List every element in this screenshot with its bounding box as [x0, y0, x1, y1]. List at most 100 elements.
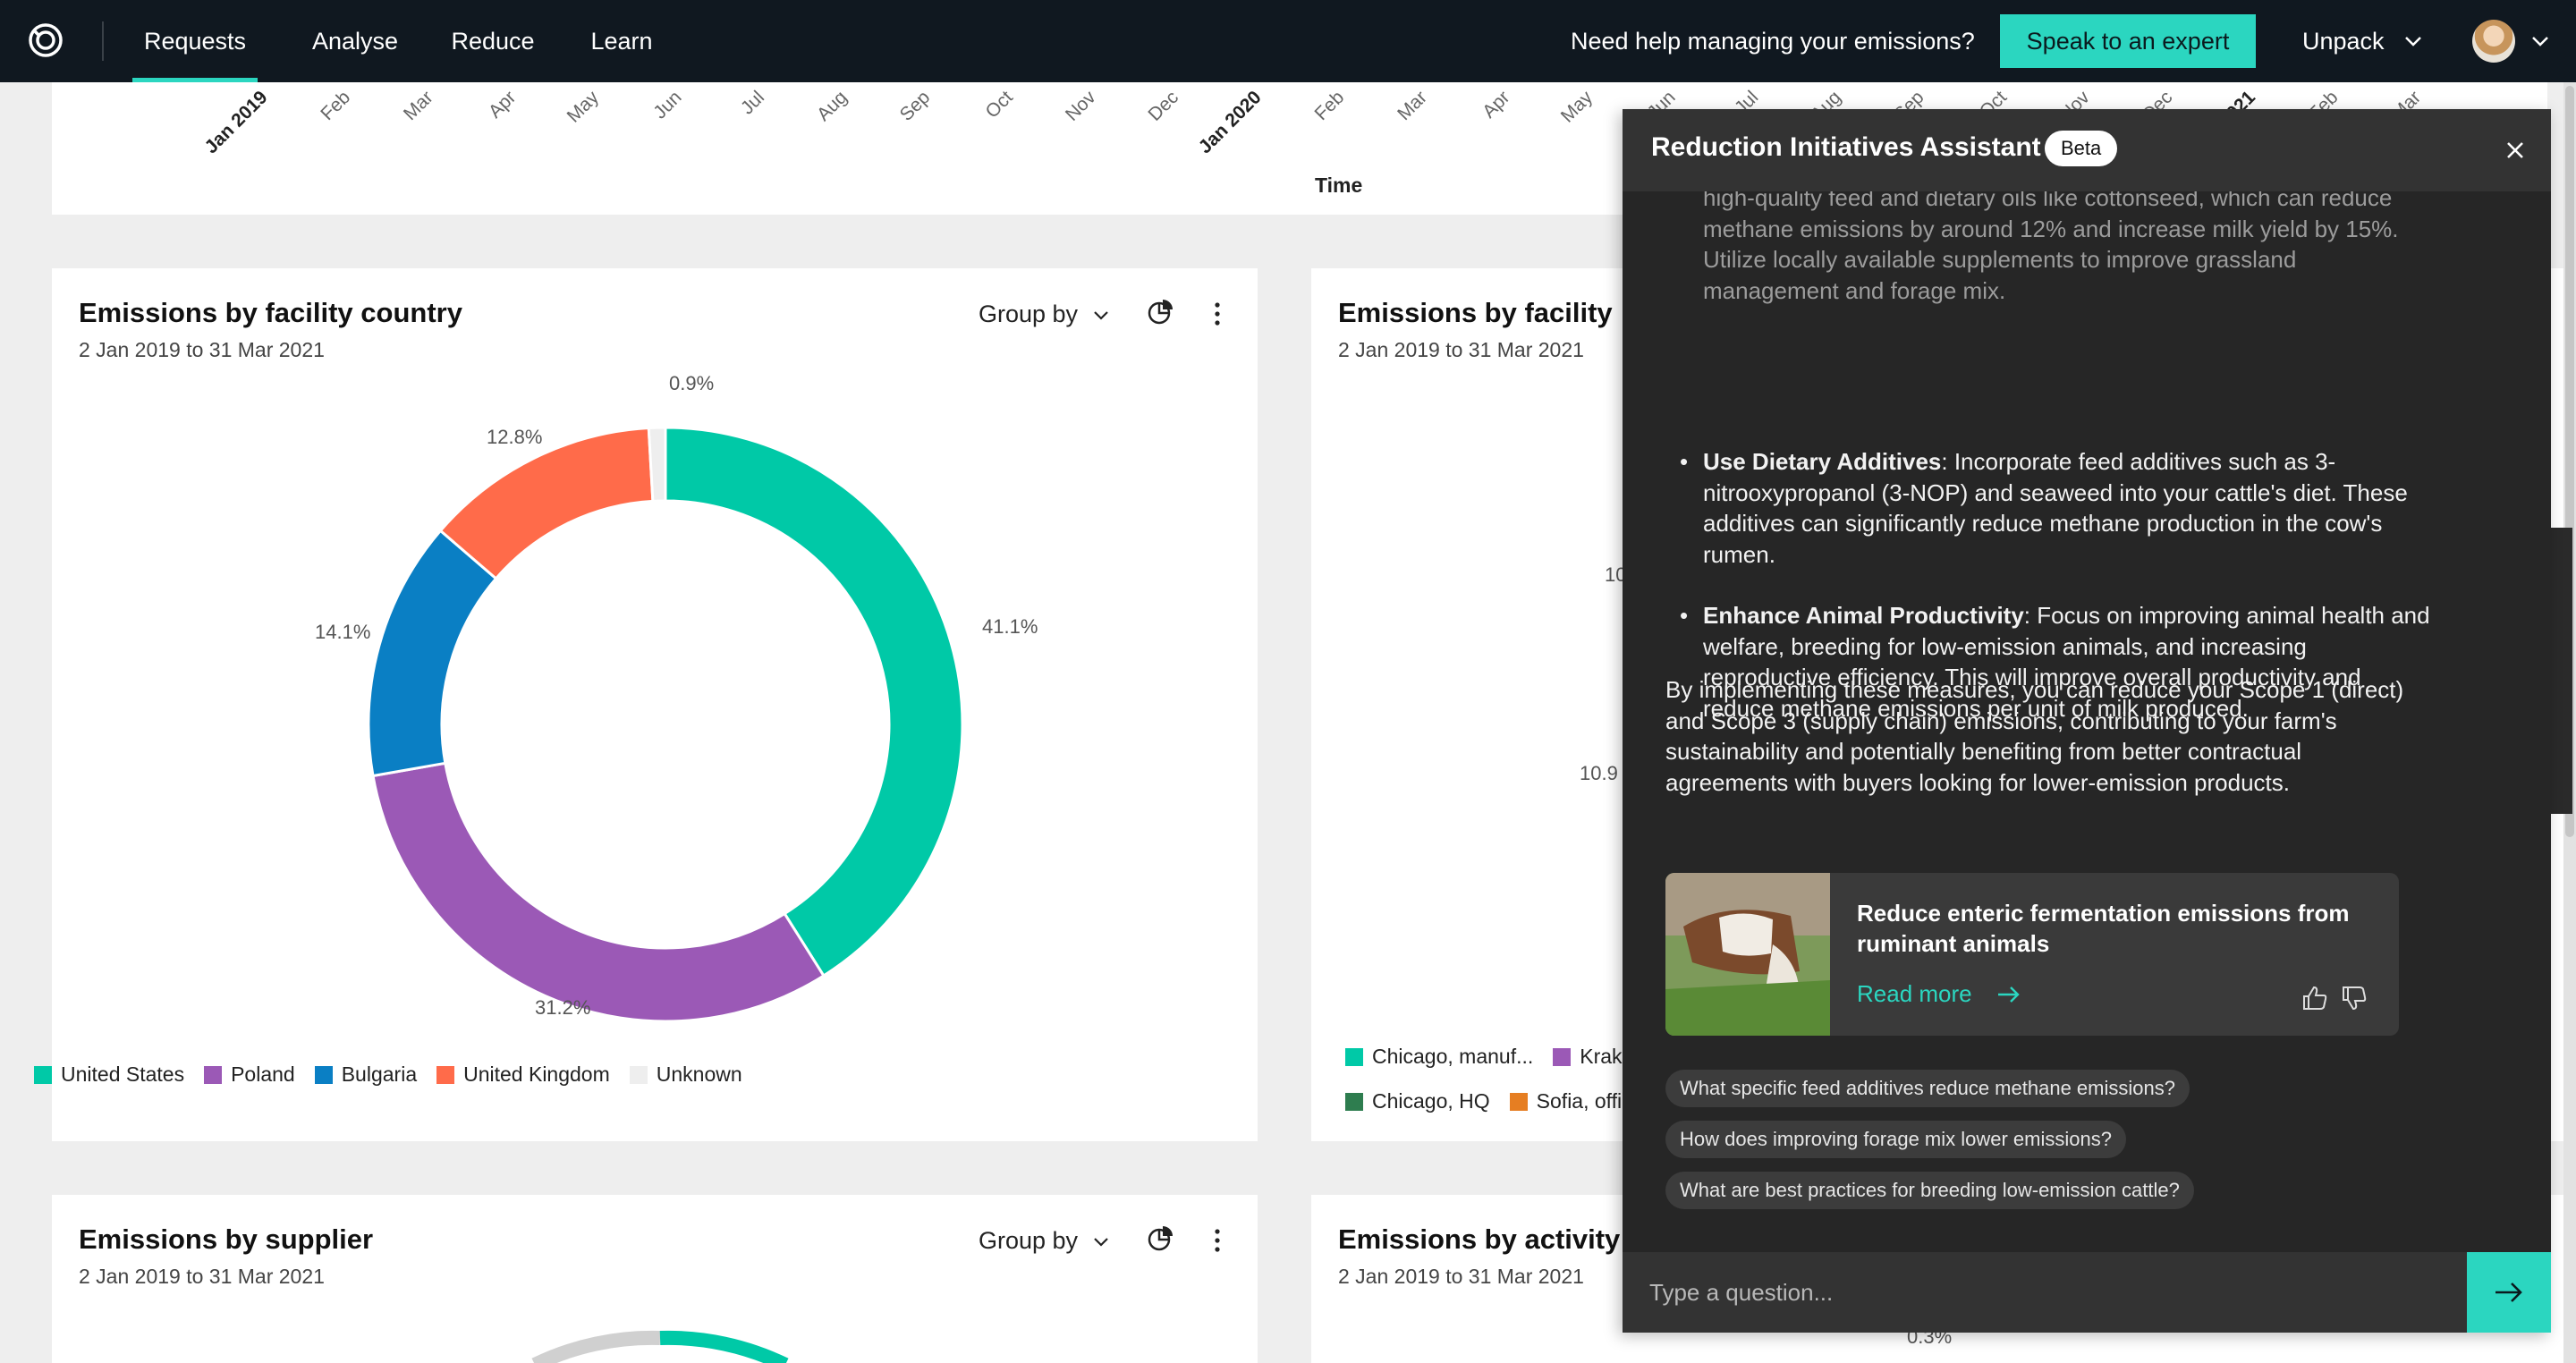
donut-slice-label: 12.8%	[487, 426, 542, 448]
emissions-by-supplier-card: Emissions by supplier 2 Jan 2019 to 31 M…	[52, 1195, 1258, 1363]
cattle-grazing-image	[1665, 873, 1830, 1036]
legend-swatch	[34, 1065, 52, 1084]
legend-label: United States	[61, 1062, 185, 1086]
close-icon[interactable]	[2503, 138, 2528, 163]
nav-divider	[102, 21, 104, 61]
assistant-conversation[interactable]: high-quality feed and dietary oils like …	[1623, 191, 2551, 1231]
donut-slice-label: 0.9%	[669, 372, 714, 394]
timeline-tick-label: Mar	[1394, 87, 1431, 124]
facility-legend-row-1: Chicago, manuf... Krakow	[1345, 1045, 1648, 1069]
top-navigation: Requests Analyse Reduce Learn Need help …	[0, 0, 2576, 82]
bullet-heading: Use Dietary Additives	[1703, 448, 1942, 475]
card-date-range: 2 Jan 2019 to 31 Mar 2021	[1338, 1265, 1584, 1288]
thumbs-down-icon[interactable]	[2340, 984, 2368, 1012]
bullet-text: : Incorporate feed additives such as 3-n…	[1703, 448, 2408, 568]
timeline-tick-label: Sep	[896, 87, 935, 125]
chevron-down-icon[interactable]	[2401, 29, 2426, 54]
read-more-link[interactable]: Read more	[1857, 980, 1972, 1007]
donut-slice-united-states[interactable]	[664, 426, 964, 978]
timeline-tick-label: Oct	[982, 87, 1017, 122]
help-text: Need help managing your emissions?	[1571, 28, 1975, 55]
legend-label: Bulgaria	[341, 1062, 418, 1086]
chevron-down-icon[interactable]	[1089, 1231, 1113, 1254]
nav-requests[interactable]: Requests	[132, 0, 258, 82]
suggested-question-chip[interactable]: What specific feed additives reduce meth…	[1665, 1070, 2190, 1107]
group-by-dropdown[interactable]: Group by	[979, 301, 1079, 327]
donut-chart: 41.1% 31.2% 14.1% 12.8% 0.9%	[315, 372, 1038, 1023]
assistant-summary: By implementing these measures, you can …	[1665, 676, 2404, 796]
timeline-tick-label: Jan 2020	[1195, 87, 1266, 157]
bullet-dot: •	[1680, 448, 1689, 475]
timeline-tick-label: Apr	[485, 87, 520, 122]
timeline-tick-label: Aug	[813, 87, 852, 125]
send-button[interactable]	[2467, 1252, 2551, 1333]
card-date-range: 2 Jan 2019 to 31 Mar 2021	[79, 1265, 325, 1288]
chevron-down-icon[interactable]	[2528, 29, 2553, 54]
timeline-tick-label: Jul	[737, 87, 768, 118]
legend-item: Chicago, manuf...	[1345, 1045, 1533, 1069]
nav-learn[interactable]: Learn	[590, 28, 653, 55]
donut-slice-label: 31.2%	[535, 996, 590, 1019]
timeline-tick-label: Jun	[649, 87, 685, 123]
legend-item[interactable]: United Kingdom	[436, 1062, 610, 1087]
suggested-question-chip[interactable]: What are best practices for breeding low…	[1665, 1172, 2194, 1209]
legend-item[interactable]: Unknown	[629, 1062, 742, 1087]
question-input[interactable]	[1623, 1252, 2467, 1333]
legend-item[interactable]: Poland	[204, 1062, 295, 1087]
timeline-tick-label: Jan 2019	[201, 87, 272, 157]
assistant-bullet: • Enhance Animal Productivity: Focus on …	[1680, 600, 2436, 724]
speak-to-expert-button[interactable]: Speak to an expert	[2000, 14, 2256, 68]
donut-slice-united-kingdom[interactable]	[438, 426, 655, 580]
send-arrow-icon	[2496, 1283, 2522, 1302]
legend-label: Unknown	[656, 1062, 742, 1086]
donut-slice-unknown[interactable]	[647, 426, 667, 503]
arrow-right-icon[interactable]	[1996, 984, 2021, 1005]
donut-slice-bulgaria[interactable]	[367, 529, 498, 778]
suggested-question-chip[interactable]: How does improving forage mix lower emis…	[1665, 1121, 2126, 1158]
supplier-donut-partial	[531, 1330, 789, 1363]
timeline-tick-label: Feb	[1310, 87, 1348, 124]
more-options-icon[interactable]	[1213, 301, 1222, 327]
legend-swatch	[204, 1065, 223, 1084]
chart-type-pie-icon[interactable]	[1145, 1223, 1175, 1254]
thumbs-up-icon[interactable]	[2301, 984, 2329, 1012]
chart-type-pie-icon[interactable]	[1145, 297, 1175, 327]
donut-slice-label: 14.1%	[315, 621, 370, 643]
reduction-assistant-panel: Reduction Initiatives Assistant Beta hig…	[1623, 109, 2551, 1333]
org-switcher-label[interactable]: Unpack	[2302, 28, 2385, 55]
nav-analyse[interactable]: Analyse	[311, 28, 399, 55]
legend-item[interactable]: United States	[34, 1062, 184, 1087]
legend-item: Chicago, HQ	[1345, 1089, 1490, 1113]
group-by-dropdown[interactable]: Group by	[979, 1227, 1079, 1254]
timeline-tick-label: May	[1557, 87, 1597, 127]
legend-label: Poland	[231, 1062, 295, 1086]
card-date-range: 2 Jan 2019 to 31 Mar 2021	[1338, 338, 1584, 361]
nav-reduce[interactable]: Reduce	[451, 28, 535, 55]
assistant-title: Reduction Initiatives Assistant	[1651, 132, 2041, 162]
timeline-tick-label: Feb	[317, 87, 354, 124]
timeline-tick-label: Mar	[400, 87, 437, 124]
article-title[interactable]: Reduce enteric fermentation emissions fr…	[1857, 900, 2350, 957]
card-title: Emissions by facility country	[79, 297, 462, 328]
card-date-range: 2 Jan 2019 to 31 Mar 2021	[79, 338, 325, 361]
page-scrollbar-thumb[interactable]	[2565, 86, 2574, 837]
facility-legend-row-2: Chicago, HQ Sofia, office	[1345, 1089, 1643, 1113]
timeline-tick-label: Nov	[1062, 87, 1100, 125]
more-options-icon[interactable]	[1213, 1227, 1222, 1254]
legend-swatch	[314, 1065, 333, 1084]
chart-legend: United States Poland Bulgaria United Kingdo…	[34, 1062, 742, 1087]
donut-slice-label: 41.1%	[982, 615, 1038, 638]
beta-badge: Beta	[2045, 131, 2118, 166]
assistant-header: Reduction Initiatives Assistant Beta	[1623, 109, 2551, 191]
card-title: Emissions by supplier	[79, 1223, 374, 1255]
chevron-down-icon[interactable]	[1089, 304, 1113, 327]
bullet-heading: Enhance Animal Productivity	[1703, 602, 2024, 629]
user-avatar[interactable]	[2472, 20, 2515, 63]
question-input-bar	[1623, 1252, 2551, 1333]
legend-swatch	[629, 1065, 648, 1084]
article-card[interactable]: Reduce enteric fermentation emissions fr…	[1665, 873, 2399, 1036]
donut-slice-poland[interactable]	[371, 761, 826, 1023]
bullet-dot: •	[1680, 602, 1689, 629]
app-logo-icon[interactable]	[27, 21, 64, 59]
legend-item[interactable]: Bulgaria	[314, 1062, 418, 1087]
